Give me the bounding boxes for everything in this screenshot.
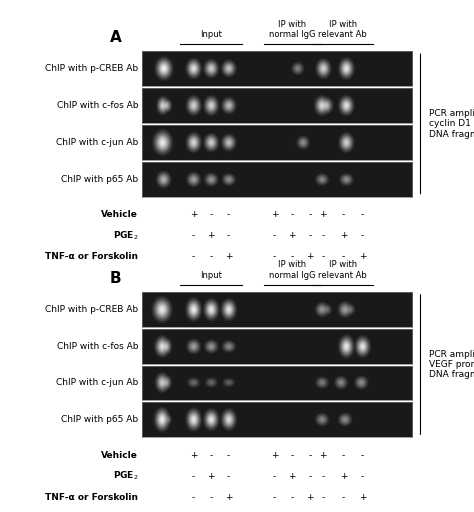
Text: ChIP with p-CREB Ab: ChIP with p-CREB Ab	[45, 64, 138, 73]
Text: ChIP with p65 Ab: ChIP with p65 Ab	[61, 415, 138, 424]
Text: +: +	[306, 493, 313, 502]
Text: +: +	[271, 210, 278, 219]
Text: -: -	[192, 231, 195, 240]
Text: TNF-α or Forskolin: TNF-α or Forskolin	[45, 252, 138, 261]
Text: +: +	[340, 231, 347, 240]
Text: -: -	[192, 252, 195, 261]
Text: +: +	[359, 252, 366, 261]
Text: -: -	[210, 252, 213, 261]
Text: -: -	[227, 210, 230, 219]
Text: -: -	[227, 472, 230, 481]
Text: ChIP with p65 Ab: ChIP with p65 Ab	[61, 175, 138, 184]
Text: +: +	[207, 231, 215, 240]
Text: +: +	[207, 472, 215, 481]
Text: Input: Input	[200, 30, 222, 39]
Text: +: +	[306, 252, 313, 261]
Text: ChIP with c-fos Ab: ChIP with c-fos Ab	[57, 101, 138, 110]
Text: -: -	[321, 493, 325, 502]
Text: -: -	[192, 493, 195, 502]
Text: +: +	[225, 252, 232, 261]
Text: -: -	[342, 451, 345, 460]
Text: -: -	[361, 451, 364, 460]
Text: IP with
relevant Ab: IP with relevant Ab	[319, 260, 367, 280]
Text: -: -	[321, 472, 325, 481]
Text: PGE$_2$: PGE$_2$	[112, 229, 138, 242]
Text: +: +	[190, 210, 197, 219]
Text: -: -	[321, 252, 325, 261]
Text: +: +	[190, 451, 197, 460]
Text: -: -	[291, 451, 294, 460]
Text: A: A	[110, 30, 121, 45]
Text: +: +	[288, 472, 296, 481]
Text: -: -	[308, 231, 311, 240]
Text: -: -	[273, 493, 276, 502]
Text: -: -	[342, 252, 345, 261]
Text: IP with
normal IgG: IP with normal IgG	[269, 260, 315, 280]
Text: Vehicle: Vehicle	[101, 451, 138, 460]
Text: -: -	[361, 472, 364, 481]
Text: -: -	[210, 210, 213, 219]
Text: -: -	[210, 451, 213, 460]
Text: ChIP with c-jun Ab: ChIP with c-jun Ab	[56, 138, 138, 147]
Text: IP with
relevant Ab: IP with relevant Ab	[319, 19, 367, 39]
Text: -: -	[227, 451, 230, 460]
Text: +: +	[340, 472, 347, 481]
Text: -: -	[291, 210, 294, 219]
Text: -: -	[308, 451, 311, 460]
Text: -: -	[273, 472, 276, 481]
Text: +: +	[225, 493, 232, 502]
Text: -: -	[308, 210, 311, 219]
Text: -: -	[210, 493, 213, 502]
Text: Vehicle: Vehicle	[101, 210, 138, 219]
Text: -: -	[192, 472, 195, 481]
Text: B: B	[110, 271, 121, 286]
Text: +: +	[288, 231, 296, 240]
Text: -: -	[361, 231, 364, 240]
Text: +: +	[359, 493, 366, 502]
Text: -: -	[291, 493, 294, 502]
Text: -: -	[291, 252, 294, 261]
Text: TNF-α or Forskolin: TNF-α or Forskolin	[45, 493, 138, 502]
Text: ChIP with p-CREB Ab: ChIP with p-CREB Ab	[45, 305, 138, 314]
Text: +: +	[319, 451, 327, 460]
Text: -: -	[361, 210, 364, 219]
Text: Input: Input	[200, 271, 222, 280]
Text: -: -	[342, 210, 345, 219]
Text: +: +	[319, 210, 327, 219]
Text: PCR amplified
cyclin D1 promoter
DNA fragment: PCR amplified cyclin D1 promoter DNA fra…	[428, 109, 474, 139]
Text: -: -	[273, 252, 276, 261]
Text: +: +	[271, 451, 278, 460]
Text: -: -	[273, 231, 276, 240]
Text: PGE$_2$: PGE$_2$	[112, 470, 138, 482]
Text: -: -	[321, 231, 325, 240]
Text: PCR amplified
VEGF promoter
DNA fragment: PCR amplified VEGF promoter DNA fragment	[428, 350, 474, 379]
Text: -: -	[308, 472, 311, 481]
Text: -: -	[227, 231, 230, 240]
Text: ChIP with c-fos Ab: ChIP with c-fos Ab	[57, 342, 138, 351]
Text: -: -	[342, 493, 345, 502]
Text: ChIP with c-jun Ab: ChIP with c-jun Ab	[56, 378, 138, 388]
Text: IP with
normal IgG: IP with normal IgG	[269, 19, 315, 39]
